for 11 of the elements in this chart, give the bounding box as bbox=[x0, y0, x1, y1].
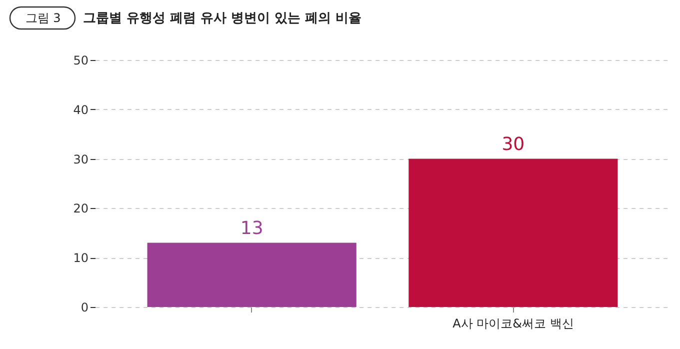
chart-title: 그룹별 유행성 폐렴 유사 병변이 있는 폐의 비율 bbox=[83, 11, 362, 26]
data-label: 30 bbox=[502, 134, 525, 155]
y-tick-label: 30 bbox=[73, 152, 88, 166]
y-tick-label: 40 bbox=[73, 102, 88, 117]
x-tick-label: A사 마이코&써코 백신 bbox=[452, 316, 574, 330]
y-tick-label: 50 bbox=[73, 54, 88, 68]
data-label: 13 bbox=[240, 218, 264, 239]
y-tick-label: 20 bbox=[73, 202, 88, 216]
y-tick-label: 10 bbox=[73, 251, 88, 266]
caption: 그림 3 bbox=[25, 11, 61, 25]
y-tick-label: 0 bbox=[80, 300, 88, 314]
